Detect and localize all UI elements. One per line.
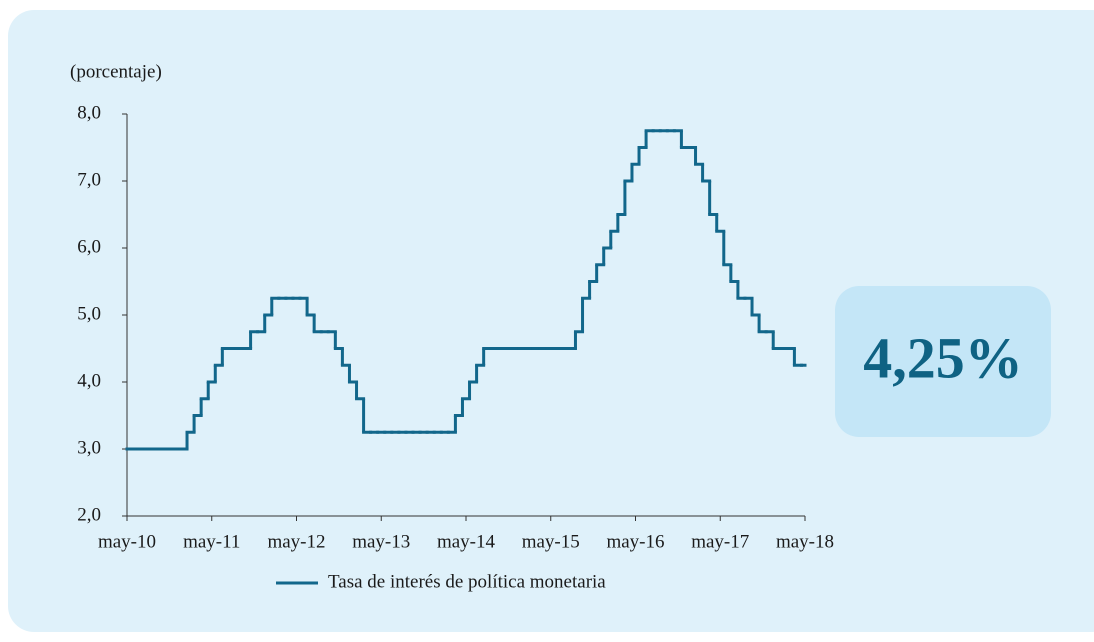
x-tick-label: may-12 <box>267 531 325 552</box>
x-tick-label: may-15 <box>522 531 580 552</box>
y-tick-label: 3,0 <box>77 437 101 458</box>
y-tick-label: 8,0 <box>77 102 101 123</box>
x-tick-label: may-18 <box>776 531 834 552</box>
x-tick-label: may-16 <box>606 531 664 552</box>
y-tick-label: 5,0 <box>77 303 101 324</box>
x-tick-label: may-10 <box>98 531 156 552</box>
x-tick-label: may-13 <box>352 531 410 552</box>
callout-value: 4,25% <box>863 325 1023 390</box>
callout-box <box>835 286 1051 437</box>
panel <box>8 10 1094 632</box>
y-tick-label: 6,0 <box>77 236 101 257</box>
x-tick-label: may-17 <box>691 531 749 552</box>
x-tick-label: may-11 <box>183 531 240 552</box>
y-tick-label: 4,0 <box>77 370 101 391</box>
legend-label: Tasa de interés de política monetaria <box>328 571 606 592</box>
y-tick-label: 7,0 <box>77 169 101 190</box>
x-tick-label: may-14 <box>437 531 496 552</box>
y-tick-label: 2,0 <box>77 504 101 525</box>
y-axis-label: (porcentaje) <box>70 61 162 82</box>
